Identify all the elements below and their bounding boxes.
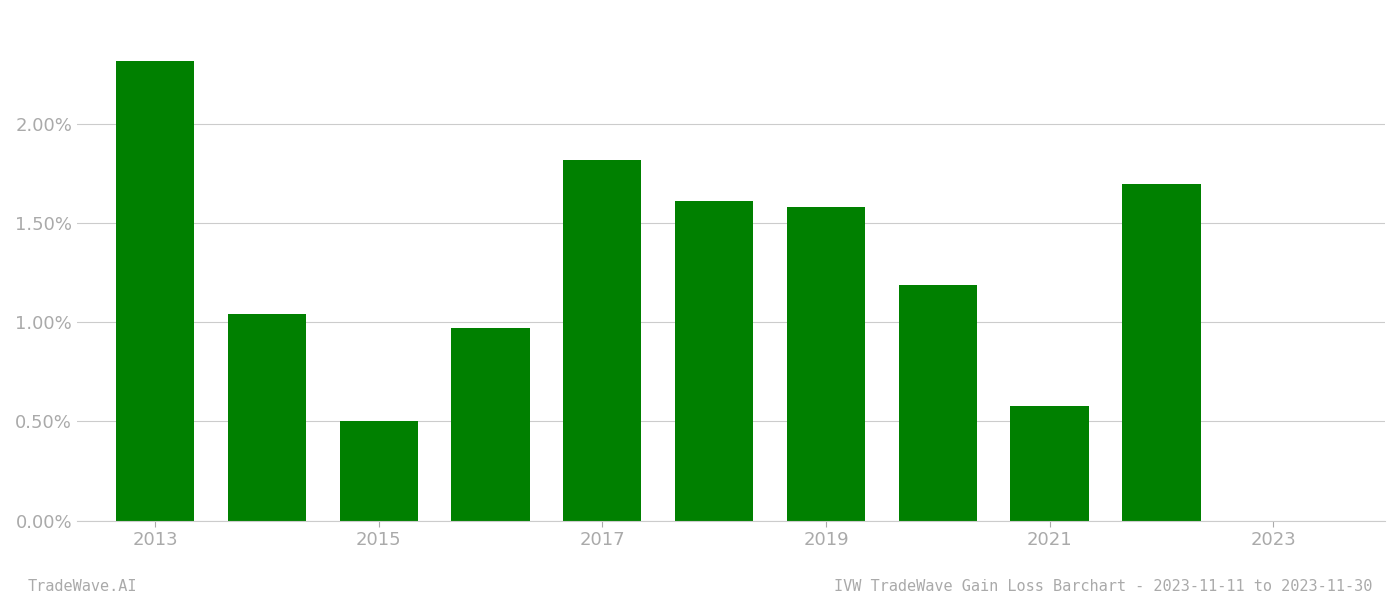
Bar (787, 208, 865, 521)
Bar (675, 202, 753, 521)
Bar (563, 160, 641, 521)
Bar (116, 61, 195, 521)
Bar (1123, 184, 1201, 521)
Bar (340, 421, 417, 521)
Text: TradeWave.AI: TradeWave.AI (28, 579, 137, 594)
Bar (1011, 406, 1089, 521)
Text: IVW TradeWave Gain Loss Barchart - 2023-11-11 to 2023-11-30: IVW TradeWave Gain Loss Barchart - 2023-… (833, 579, 1372, 594)
Bar (228, 314, 307, 521)
Bar (451, 328, 529, 521)
Bar (899, 284, 977, 521)
